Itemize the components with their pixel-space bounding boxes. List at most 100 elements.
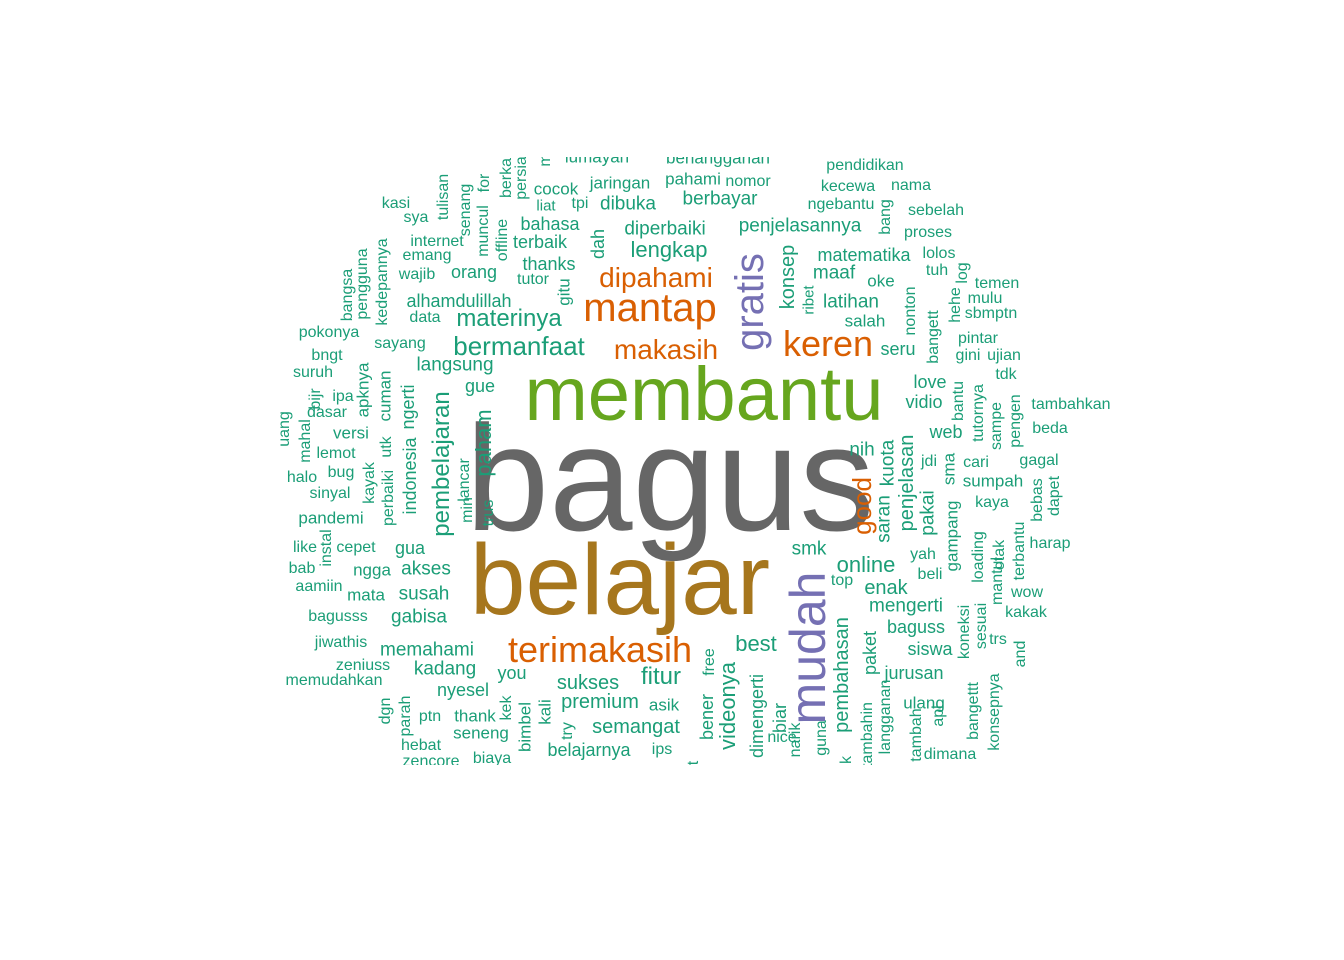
word-belajarnya: belajarnya (547, 740, 631, 760)
word-bangett: bangett (925, 310, 942, 364)
word-alhamdulillah: alhamdulillah (406, 291, 512, 311)
word-instal: instal (318, 529, 335, 567)
word-dgn: dgn (377, 697, 394, 725)
word-ribet: ribet (800, 285, 818, 315)
word-membantu: membantu (524, 352, 884, 437)
word-emang: emang (402, 247, 452, 264)
word-oke: oke (867, 271, 895, 291)
word-maaf: maaf (812, 262, 856, 284)
word-tdk: tdk (995, 366, 1017, 383)
word-pakai: pakai (917, 490, 939, 536)
word-k: k (838, 756, 855, 764)
word-mudah: mudah (780, 571, 836, 725)
word-paham: paham (471, 409, 496, 477)
word-beli: beli (917, 566, 943, 583)
word-ipa: ipa (332, 388, 354, 405)
word-zeniuss: zeniuss (335, 657, 391, 674)
word-hebat: hebat (400, 737, 442, 754)
word-memudahkan: memudahkan (285, 672, 383, 689)
word-try: try (559, 722, 576, 740)
word-persia: persia (513, 157, 530, 200)
word-and: and (1012, 640, 1029, 668)
word-ngebantu: ngebantu (807, 196, 875, 213)
word-tuh: tuh (925, 262, 949, 279)
word-sma: sma (939, 452, 959, 486)
word-gagal: gagal (1019, 452, 1059, 469)
word-seneng: seneng (453, 723, 509, 743)
word-langganan: langganan (877, 679, 894, 755)
word-bimbel: bimbel (515, 701, 535, 753)
word-log: log (954, 262, 971, 284)
word-smk: smk (791, 538, 827, 560)
word-suruh: suruh (292, 364, 334, 381)
word-penjelasannya: penjelasannya (738, 215, 862, 237)
word-jaringan: jaringan (589, 173, 651, 193)
word-videonya: videonya (715, 661, 740, 751)
word-tpi: tpi (571, 195, 589, 212)
word-ptn: ptn (418, 708, 442, 725)
word-otak: otak (991, 539, 1008, 571)
word-bagusss: bagusss (308, 608, 368, 625)
word-tambah: tambah (908, 708, 925, 762)
word-jurusan: jurusan (884, 663, 944, 683)
word-pandemi: pandemi (298, 508, 364, 528)
word-m: m (537, 157, 554, 167)
word-indonesia: indonesia (400, 437, 420, 515)
word-bener: bener (697, 693, 717, 741)
word-trus: trus (480, 499, 497, 527)
word-web: web (929, 422, 963, 442)
word-materinya: materinya (456, 305, 562, 332)
word-tambahkan: tambahkan (1031, 396, 1111, 413)
word-offline: offline (494, 218, 511, 262)
word-mulu: mulu (967, 290, 1003, 307)
word-cepet: cepet (336, 539, 376, 556)
word-sayang: sayang (374, 335, 426, 352)
word-bagus: bagus (465, 394, 875, 562)
word-gitu: gitu (554, 278, 574, 306)
word-aamiin: aamiin (295, 578, 343, 595)
word-love: love (913, 372, 947, 392)
word-proses: proses (903, 224, 953, 241)
word-gabisa: gabisa (391, 606, 447, 628)
word-temen: temen (974, 275, 1020, 292)
word-gampang: gampang (942, 500, 962, 572)
word-dasar: dasar (306, 404, 348, 421)
word-tambahin: tambahin (859, 702, 876, 765)
word-t: t (685, 760, 702, 765)
word-memahami: memahami (380, 639, 474, 661)
word-cuman: cuman (375, 370, 395, 422)
word-kaya: kaya (975, 494, 1009, 511)
word-best: best (735, 631, 777, 656)
word-kasi: kasi (381, 195, 411, 212)
word-bab: bab (288, 560, 316, 577)
word-dah: dah (588, 228, 608, 260)
word-tulisan: tulisan (435, 173, 452, 221)
word-nomor: nomor (725, 173, 771, 190)
word-langsung: langsung (416, 354, 494, 376)
word-enak: enak (864, 577, 908, 599)
word-terbaik: terbaik (512, 232, 568, 252)
word-gini: gini (955, 347, 981, 364)
word-diperbaiki: diperbaiki (624, 218, 706, 240)
word-kek: kek (498, 695, 515, 721)
word-dipahami: dipahami (599, 262, 713, 293)
word-kayak: kayak (361, 462, 378, 504)
word-terbantu: terbantu (1011, 521, 1028, 581)
word-kali: kali (535, 699, 555, 725)
word-tutornya: tutornya (970, 384, 987, 442)
word-top: top (830, 572, 854, 589)
word-ujian: ujian (987, 347, 1021, 364)
word-lolos: lolos (922, 245, 956, 262)
word-data: data (409, 309, 441, 326)
word-mantap: mantap (583, 286, 717, 330)
word-muncul: muncul (475, 205, 492, 257)
word-dapet: dapet (1046, 475, 1063, 517)
word-sbmptn: sbmptn (964, 305, 1018, 322)
word-saran: saran (873, 495, 895, 543)
word-seru: seru (880, 339, 916, 359)
word-cocok: cocok (533, 179, 579, 199)
word-pendidikan: pendidikan (826, 157, 904, 174)
word-sukses: sukses (556, 672, 620, 694)
word-thanks: thanks (522, 254, 576, 274)
word-lumayan: lumayan (564, 157, 630, 167)
